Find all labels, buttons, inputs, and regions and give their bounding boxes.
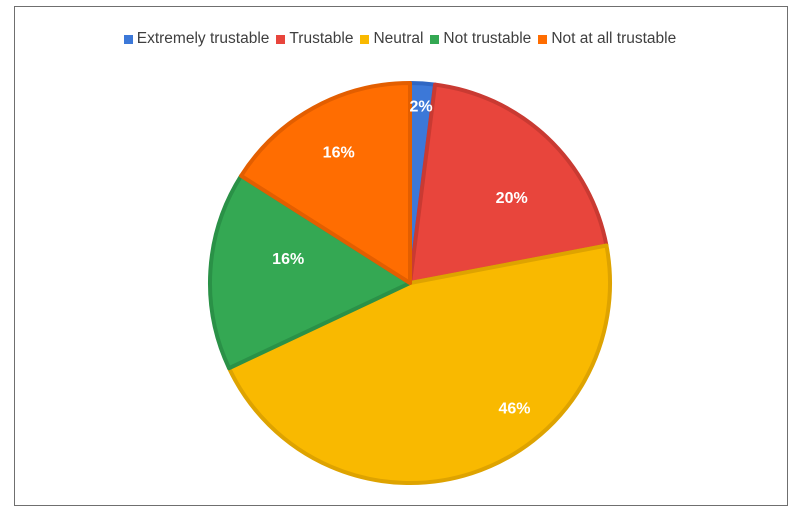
legend-swatch <box>123 34 133 44</box>
slice-data-label: 16% <box>272 251 304 268</box>
legend-label: Not at all trustable <box>551 30 677 47</box>
legend-item: Not at all trustable <box>538 30 676 48</box>
legend-item: Neutral <box>360 30 423 48</box>
legend-swatch <box>538 34 548 44</box>
slice-data-label: 16% <box>323 145 355 162</box>
legend-label: Neutral <box>373 30 424 47</box>
slice-data-label: 2% <box>410 99 433 116</box>
pie-labels: 2% 20% 46% 16% 16% <box>272 99 530 418</box>
pie-slices <box>207 81 612 485</box>
legend-swatch <box>276 34 286 44</box>
slice-data-label: 46% <box>498 401 530 418</box>
chart-legend: Extremely trustable Trustable Neutral Not t… <box>0 26 800 52</box>
pie-slice-trustable <box>408 82 609 285</box>
legend-item: Trustable <box>276 30 353 48</box>
legend-swatch <box>430 34 440 44</box>
legend-item: Extremely trustable <box>123 30 270 48</box>
slice-data-label: 20% <box>496 190 528 207</box>
pie-slice-not-trustable <box>207 173 412 371</box>
legend-label: Extremely trustable <box>136 30 270 47</box>
legend-item: Not trustable <box>430 30 531 48</box>
legend-swatch <box>360 34 370 44</box>
legend-label: Trustable <box>289 30 354 47</box>
pie-slice-neutral <box>227 243 612 485</box>
pie-slice-not-at-all-trustable <box>239 81 412 285</box>
legend-label: Not trustable <box>443 30 532 47</box>
